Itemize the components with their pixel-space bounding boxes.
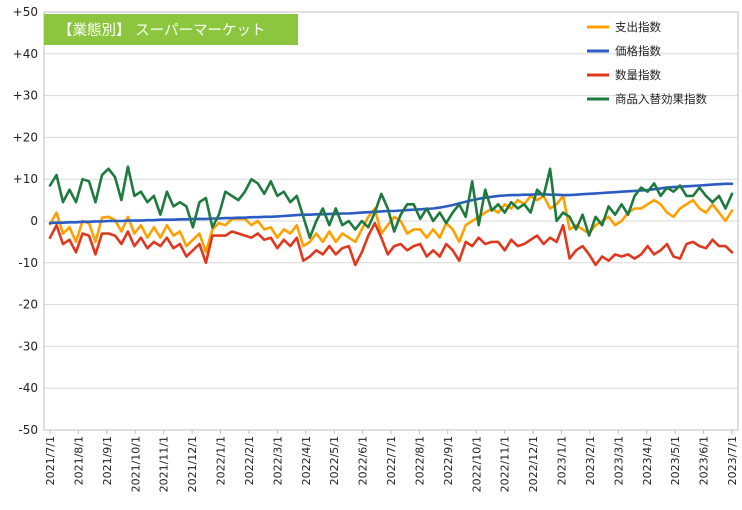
legend-label: 商品入替効果指数 [615, 92, 707, 106]
y-tick-label: -50 [18, 423, 38, 437]
y-tick-label: -10 [18, 256, 38, 270]
x-tick-label: 2023/7/1 [726, 436, 739, 485]
chart-title: 【業態別】 スーパーマーケット [58, 22, 265, 39]
series-lines [48, 165, 734, 267]
x-tick-label: 2023/6/1 [698, 436, 711, 485]
x-tick-label: 2022/5/1 [328, 436, 341, 485]
x-tick-label: 2021/8/1 [72, 436, 85, 485]
x-tick-label: 2022/3/1 [271, 436, 284, 485]
y-tick-label: +40 [13, 47, 38, 61]
x-tick-label: 2023/3/1 [612, 436, 625, 485]
x-tick-label: 2021/10/1 [129, 436, 142, 492]
x-tick-label: 2022/12/1 [527, 436, 540, 492]
y-axis-tick-labels: -50 -40 -30 -20 -10 0 +10 +20 +30 +40 +50 [13, 5, 38, 437]
x-tick-label: 2022/10/1 [470, 436, 483, 492]
x-tick-label: 2021/9/1 [101, 436, 114, 485]
x-tick-label: 2022/4/1 [300, 436, 313, 485]
chart-title-background [44, 14, 298, 45]
series-line-3 [48, 165, 734, 239]
x-tick-label: 2021/11/1 [158, 436, 171, 492]
x-tick-label: 2021/7/1 [44, 436, 57, 485]
series-line-2 [48, 221, 734, 267]
x-tick-label: 2022/9/1 [442, 436, 455, 485]
x-tick-label: 2021/12/1 [186, 436, 199, 492]
legend-label: 価格指数 [615, 44, 661, 58]
y-tick-label: -40 [18, 381, 38, 395]
x-tick-label: 2022/1/1 [215, 436, 228, 485]
x-axis-tick-labels: 2021/7/1 2021/8/1 2021/9/1 2021/10/1 2021/11… [44, 430, 739, 492]
series-line-1 [48, 182, 734, 225]
legend-label: 支出指数 [615, 20, 661, 34]
y-tick-label: +10 [13, 172, 38, 186]
x-tick-label: 2022/2/1 [243, 436, 256, 485]
chart-title-box: 【業態別】 スーパーマーケット [44, 14, 298, 45]
x-tick-label: 2023/4/1 [641, 436, 654, 485]
y-tick-label: 0 [30, 214, 38, 228]
y-tick-label: -20 [18, 298, 38, 312]
x-tick-label: 2022/6/1 [357, 436, 370, 485]
x-tick-label: 2022/11/1 [499, 436, 512, 492]
x-tick-label: 2022/7/1 [385, 436, 398, 485]
y-tick-label: +20 [13, 130, 38, 144]
y-tick-label: +50 [13, 5, 38, 19]
x-tick-label: 2023/5/1 [669, 436, 682, 485]
y-tick-label: +30 [13, 89, 38, 103]
y-tick-label: -30 [18, 339, 38, 353]
x-tick-label: 2023/1/1 [556, 436, 569, 485]
x-tick-label: 2023/2/1 [584, 436, 597, 485]
x-tick-label: 2022/8/1 [413, 436, 426, 485]
legend-label: 数量指数 [615, 68, 661, 82]
